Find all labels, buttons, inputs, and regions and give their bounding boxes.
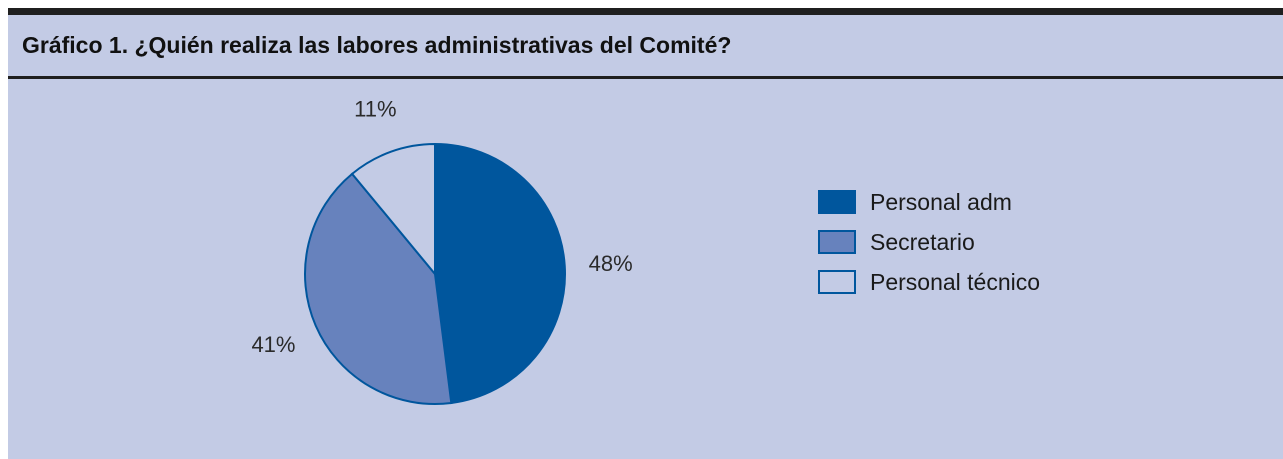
slice-percent-label: 41%	[251, 332, 295, 357]
chart-frame: Gráfico 1. ¿Quién realiza las labores ad…	[8, 8, 1283, 459]
legend-label: Personal adm	[870, 188, 1012, 215]
legend-swatch	[818, 190, 856, 214]
top-rule	[8, 8, 1283, 15]
chart-header: Gráfico 1. ¿Quién realiza las labores ad…	[8, 15, 1283, 79]
pie-labels: 48% 41% 11%	[251, 96, 632, 356]
pie-slice	[434, 142, 566, 405]
legend-label: Personal técnico	[870, 268, 1041, 295]
legend-item: Personal técnico	[818, 262, 1040, 302]
legend-item: Secretario	[818, 222, 1040, 262]
pie-chart: 48% 41% 11%	[251, 96, 633, 405]
legend-item: Personal adm	[818, 182, 1040, 222]
pie-slices	[304, 142, 566, 405]
slice-percent-label: 48%	[589, 251, 633, 276]
chart-title: Gráfico 1. ¿Quién realiza las labores ad…	[22, 32, 732, 58]
pie-slice	[350, 142, 436, 277]
legend-swatch	[818, 230, 856, 254]
pie-slice	[304, 172, 453, 405]
legend-swatch	[818, 270, 856, 294]
chart-legend: Personal adm Secretario Personal técnico	[818, 182, 1040, 302]
slice-percent-label: 11%	[354, 96, 396, 121]
legend-label: Secretario	[870, 228, 975, 255]
